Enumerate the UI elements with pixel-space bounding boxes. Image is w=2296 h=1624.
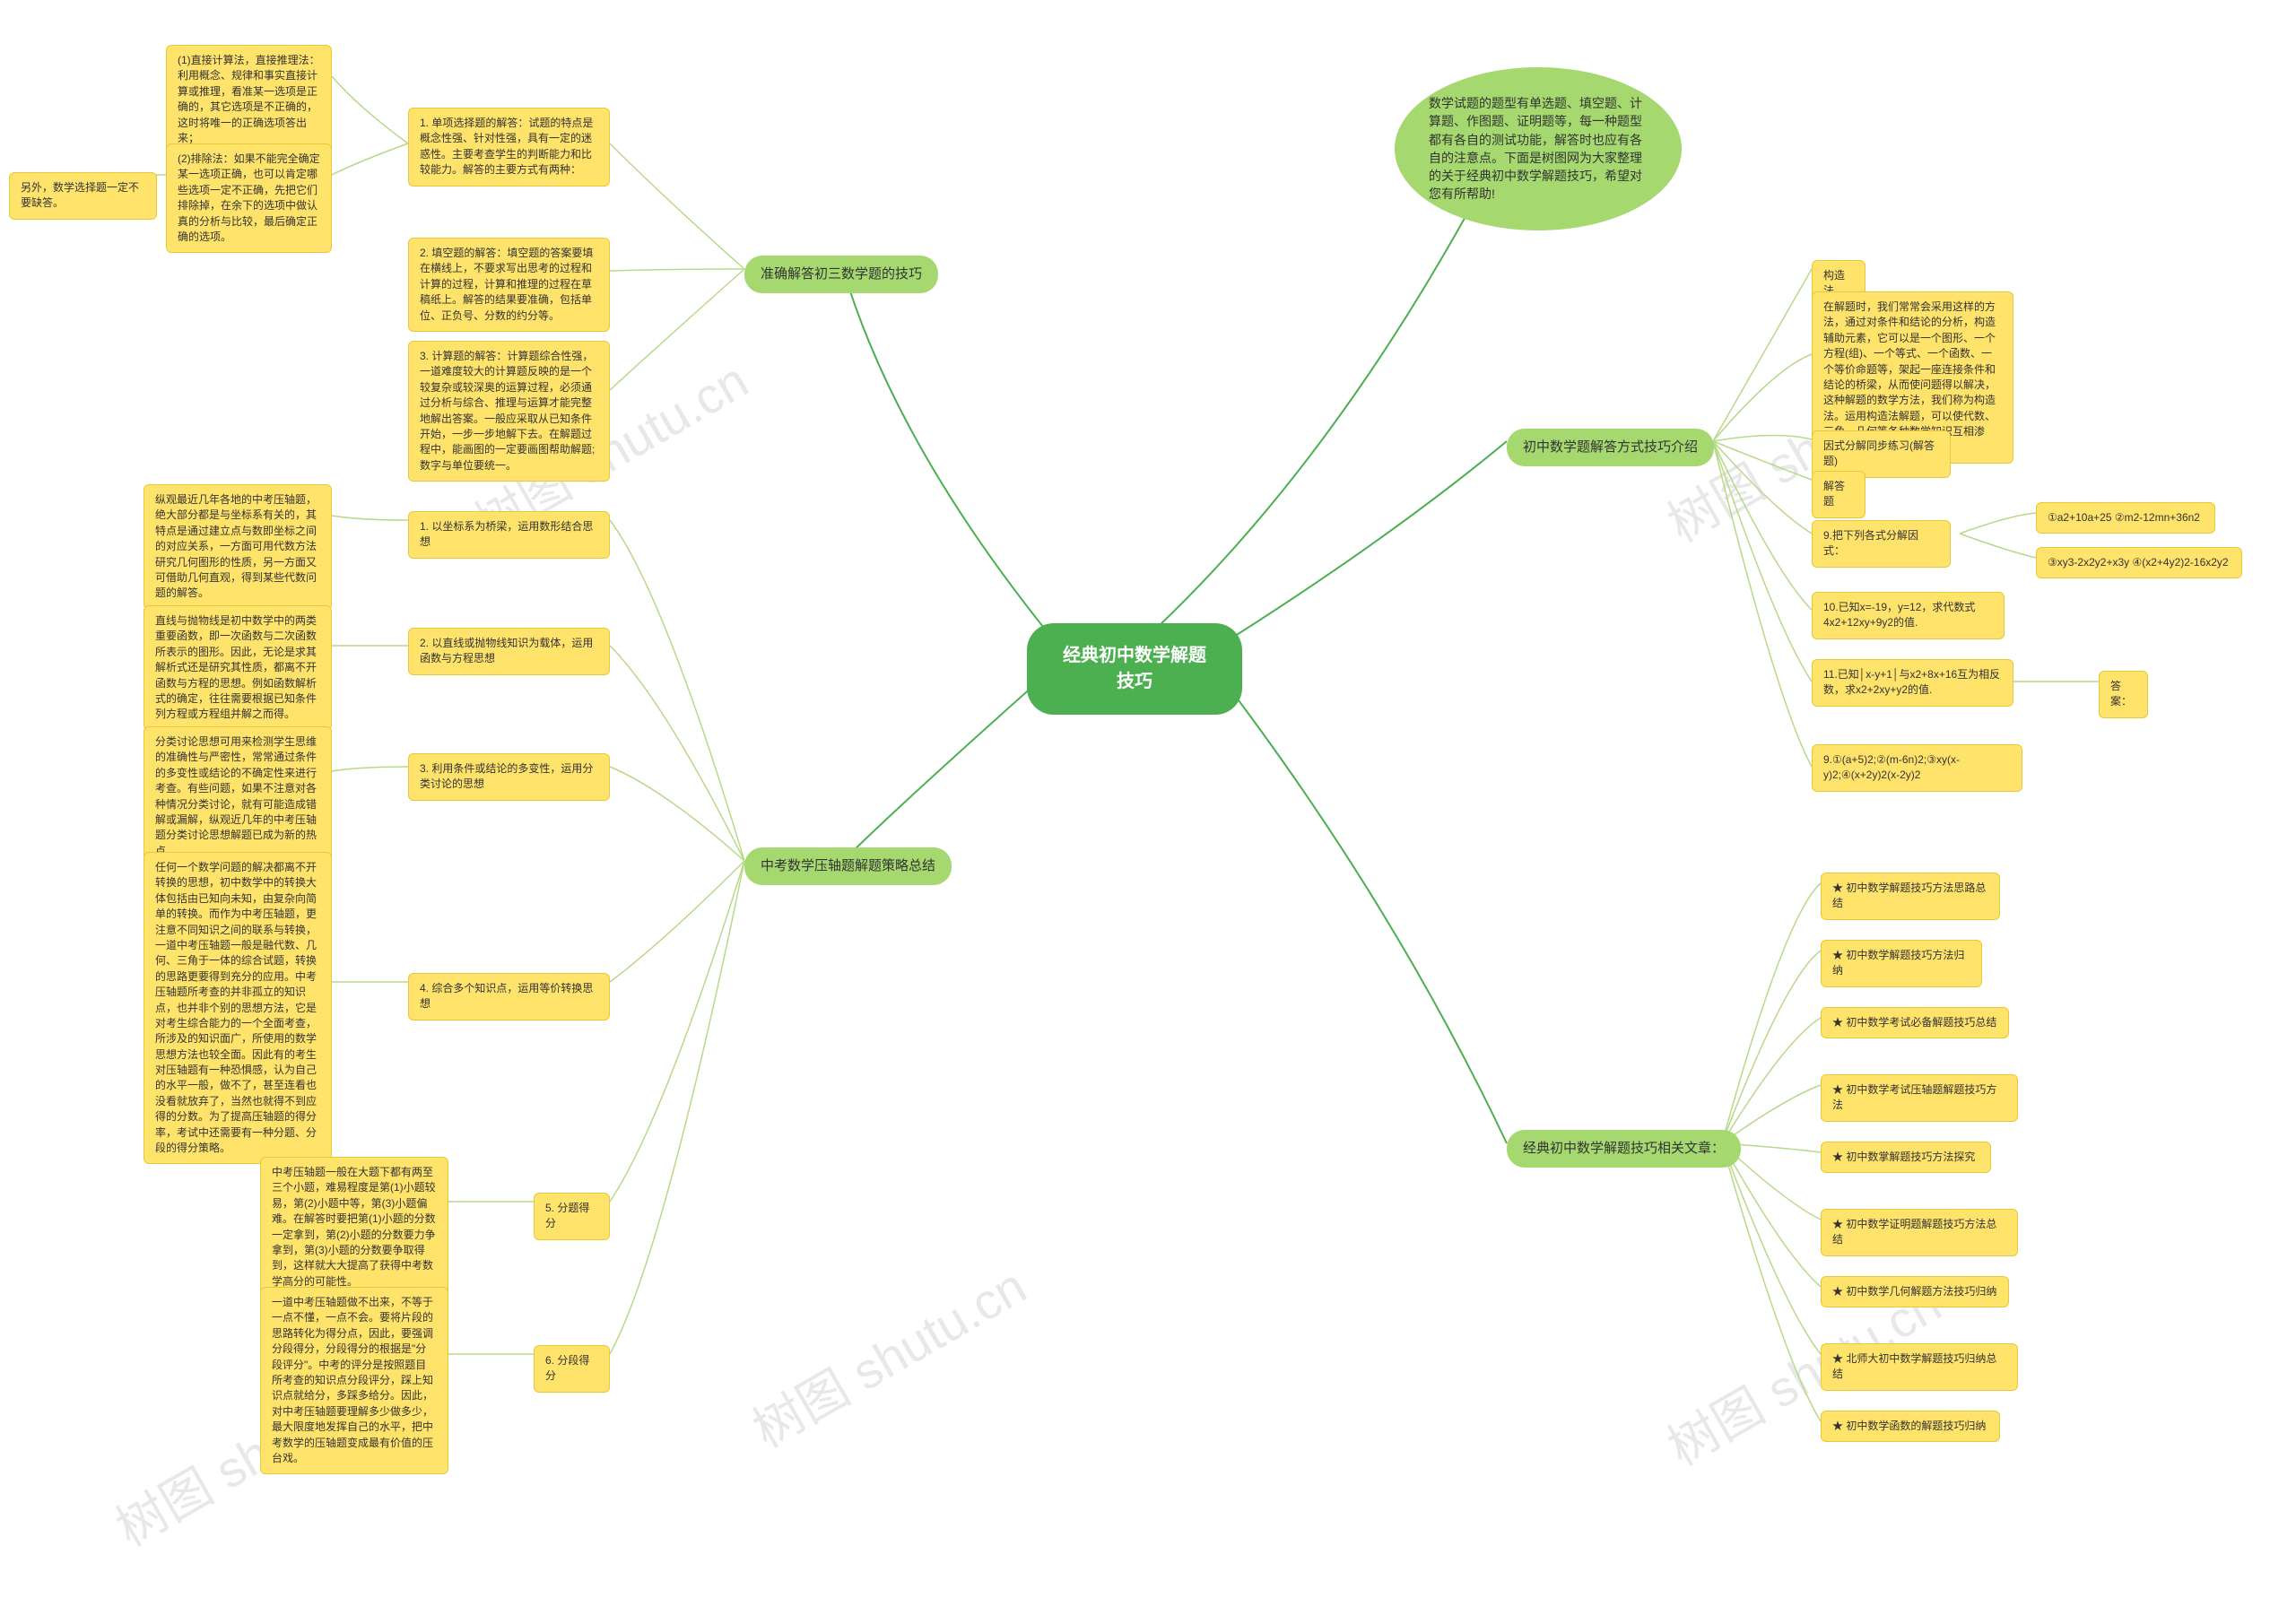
- b3-item-6a: 一道中考压轴题做不出来，不等于一点不懂，一点不会。要将片段的思路转化为得分点，因…: [260, 1287, 448, 1474]
- b1-item-1: 1. 单项选择题的解答：试题的特点是概念性强、针对性强，具有一定的迷惑性。主要考…: [408, 108, 610, 187]
- b4-item-1: ★ 初中数学解题技巧方法思路总结: [1821, 873, 2000, 920]
- b4-item-8: ★ 北师大初中数学解题技巧归纳总结: [1821, 1343, 2018, 1391]
- b3-item-3a: 分类讨论思想可用来检测学生思维的准确性与严密性，常常通过条件的多变性或结论的不确…: [144, 726, 332, 867]
- b3-item-3: 3. 利用条件或结论的多变性，运用分类讨论的思想: [408, 753, 610, 801]
- b2-item-5: 9.把下列各式分解因式：: [1812, 520, 1951, 568]
- b3-item-4a: 任何一个数学问题的解决都离不开转换的思想，初中数学中的转换大体包括由已知向未知，…: [144, 852, 332, 1164]
- b2-item-5b: ③xy3-2x2y2+x3y ④(x2+4y2)2-16x2y2: [2036, 547, 2242, 578]
- b2-item-5a: ①a2+10a+25 ②m2-12mn+36n2: [2036, 502, 2215, 534]
- branch-2[interactable]: 初中数学题解答方式技巧介绍: [1507, 429, 1714, 466]
- branch-1[interactable]: 准确解答初三数学题的技巧: [744, 256, 938, 293]
- b4-item-9: ★ 初中数学函数的解题技巧归纳: [1821, 1411, 2000, 1442]
- b1-item-1a: (1)直接计算法，直接推理法：利用概念、规律和事实直接计算或推理，看准某一选项是…: [166, 45, 332, 154]
- watermark: 树图 shutu.cn: [737, 1247, 1037, 1463]
- b1-item-3: 3. 计算题的解答：计算题综合性强，一道难度较大的计算题反映的是一个较复杂或较深…: [408, 341, 610, 482]
- b2-item-4: 解答题: [1812, 471, 1866, 518]
- b3-item-2: 2. 以直线或抛物线知识为载体，运用函数与方程思想: [408, 628, 610, 675]
- b2-item-8: 9.①(a+5)2;②(m-6n)2;③xy(x-y)2;④(x+2y)2(x-…: [1812, 744, 2022, 792]
- b1-item-2: 2. 填空题的解答：填空题的答案要填在横线上，不要求写出思考的过程和计算的过程，…: [408, 238, 610, 332]
- b1-item-1b: (2)排除法：如果不能完全确定某一选项正确，也可以肯定哪些选项一定不正确，先把它…: [166, 143, 332, 253]
- b3-item-4: 4. 综合多个知识点，运用等价转换思想: [408, 973, 610, 1020]
- branch-3[interactable]: 中考数学压轴题解题策略总结: [744, 847, 952, 885]
- b4-item-6: ★ 初中数学证明题解题技巧方法总结: [1821, 1209, 2018, 1256]
- b2-item-7: 11.已知│x-y+1│与x2+8x+16互为相反数，求x2+2xy+y2的值.: [1812, 659, 2013, 707]
- b3-item-5: 5. 分题得分: [534, 1193, 610, 1240]
- b4-item-4: ★ 初中数学考试压轴题解题技巧方法: [1821, 1074, 2018, 1122]
- intro-node: 数学试题的题型有单选题、填空题、计算题、作图题、证明题等，每一种题型都有各自的测…: [1395, 67, 1682, 230]
- b4-item-3: ★ 初中数学考试必备解题技巧总结: [1821, 1007, 2009, 1038]
- b3-item-6: 6. 分段得分: [534, 1345, 610, 1393]
- b2-item-6: 10.已知x=-19，y=12，求代数式4x2+12xy+9y2的值.: [1812, 592, 2005, 639]
- b4-item-2: ★ 初中数学解题技巧方法归纳: [1821, 940, 1982, 987]
- b3-item-1a: 纵观最近几年各地的中考压轴题，绝大部分都是与坐标系有关的，其特点是通过建立点与数…: [144, 484, 332, 610]
- b1-item-1c: 另外，数学选择题一定不要缺答。: [9, 172, 157, 220]
- b3-item-5a: 中考压轴题一般在大题下都有两至三个小题，难易程度是第(1)小题较易，第(2)小题…: [260, 1157, 448, 1298]
- b3-item-1: 1. 以坐标系为桥梁，运用数形结合思想: [408, 511, 610, 559]
- branch-4[interactable]: 经典初中数学解题技巧相关文章：: [1507, 1130, 1741, 1168]
- root-node[interactable]: 经典初中数学解题技巧: [1027, 623, 1242, 715]
- b4-item-5: ★ 初中数掌解题技巧方法探究: [1821, 1142, 1991, 1173]
- b3-item-2a: 直线与抛物线是初中数学中的两类重要函数，即一次函数与二次函数所表示的图形。因此，…: [144, 605, 332, 731]
- b4-item-7: ★ 初中数学几何解题方法技巧归纳: [1821, 1276, 2009, 1307]
- b2-item-7a: 答案：: [2099, 671, 2148, 718]
